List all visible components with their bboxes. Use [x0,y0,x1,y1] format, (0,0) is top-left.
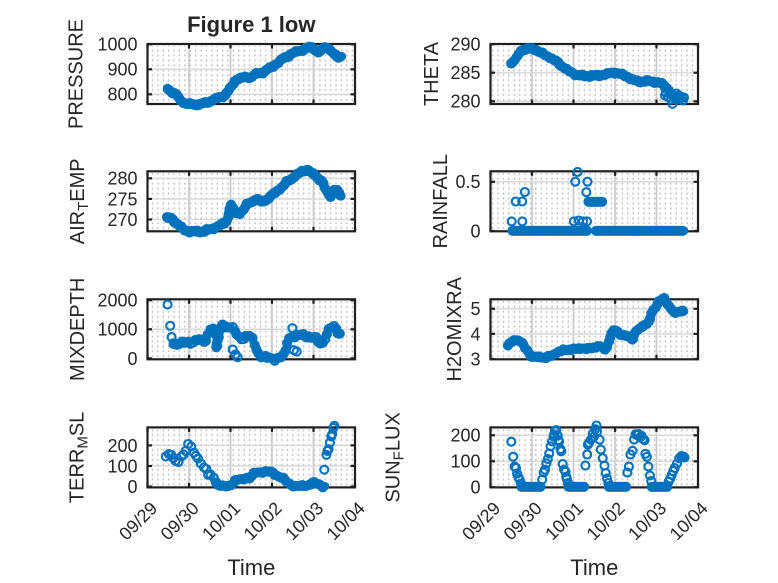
svg-text:SUNFLUX: SUNFLUX [383,412,408,502]
svg-text:270: 270 [107,210,137,230]
svg-text:1000: 1000 [97,35,137,55]
svg-text:280: 280 [450,92,480,112]
svg-text:0: 0 [127,349,137,369]
svg-text:0: 0 [470,221,480,241]
svg-text:800: 800 [107,85,137,105]
svg-text:200: 200 [107,436,137,456]
svg-text:900: 900 [107,60,137,80]
svg-text:Figure 1 low: Figure 1 low [187,12,316,37]
svg-text:100: 100 [107,456,137,476]
svg-text:MIXDEPTH: MIXDEPTH [67,278,89,381]
svg-text:H2OMIXRA: H2OMIXRA [444,276,466,381]
svg-text:4: 4 [470,324,480,344]
svg-text:Time: Time [570,555,618,580]
svg-text:TERRMSL: TERRMSL [67,412,92,503]
svg-text:2000: 2000 [97,291,137,311]
svg-text:290: 290 [450,35,480,55]
svg-text:AIRTEMP: AIRTEMP [67,158,92,244]
svg-text:3: 3 [470,349,480,369]
svg-text:PRESSURE: PRESSURE [66,19,88,129]
svg-text:275: 275 [107,189,137,209]
svg-text:Time: Time [227,555,275,580]
svg-text:0: 0 [470,478,480,498]
svg-text:1000: 1000 [97,320,137,340]
svg-text:5: 5 [470,299,480,319]
svg-text:RAINFALL: RAINFALL [430,154,452,248]
svg-text:285: 285 [450,63,480,83]
svg-text:0.5: 0.5 [455,172,480,192]
svg-text:THETA: THETA [421,41,443,106]
svg-text:280: 280 [107,169,137,189]
svg-text:100: 100 [450,452,480,472]
svg-text:200: 200 [450,426,480,446]
svg-text:0: 0 [127,477,137,497]
